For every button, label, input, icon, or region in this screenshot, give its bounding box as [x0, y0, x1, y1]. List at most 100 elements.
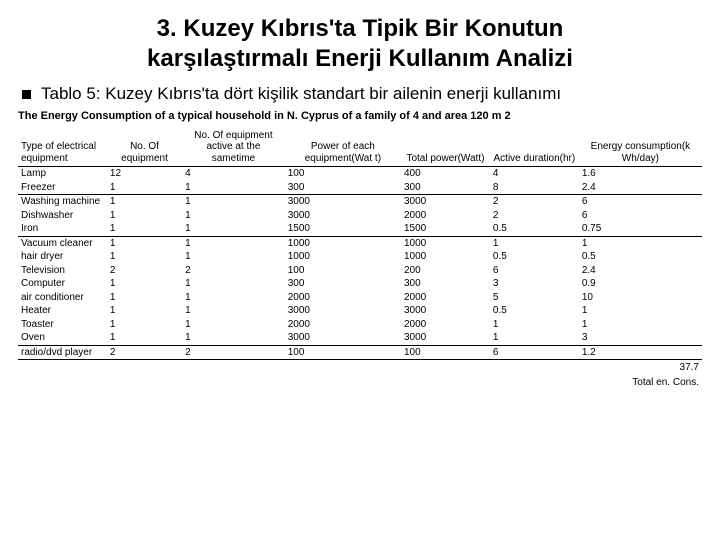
- table-cell: 8: [490, 181, 579, 195]
- caption-row: Tablo 5: Kuzey Kıbrıs'ta dört kişilik st…: [22, 84, 702, 104]
- table-cell: [182, 360, 285, 375]
- table-cell: 12: [107, 167, 182, 181]
- table-cell: 3: [490, 277, 579, 291]
- table-cell: 1: [579, 318, 702, 332]
- table-cell: Vacuum cleaner: [18, 236, 107, 250]
- table-cell: [182, 375, 285, 390]
- table-cell: [490, 360, 579, 375]
- table-cell: 1.6: [579, 167, 702, 181]
- table-cell: 1: [107, 250, 182, 264]
- table-row: Iron11150015000.50.75: [18, 222, 702, 236]
- table-cell: 1: [182, 277, 285, 291]
- table-row: Television2210020062.4: [18, 264, 702, 278]
- table-cell: 1: [182, 195, 285, 209]
- table-cell: 1: [107, 277, 182, 291]
- table-cell: Freezer: [18, 181, 107, 195]
- table-cell: 3000: [401, 331, 490, 345]
- table-cell: 1: [182, 250, 285, 264]
- table-cell: 1: [107, 209, 182, 223]
- total-label-row: Total en. Cons.: [18, 375, 702, 390]
- table-cell: 1: [182, 209, 285, 223]
- table-cell: Computer: [18, 277, 107, 291]
- table-row: Freezer1130030082.4: [18, 181, 702, 195]
- table-cell: 2000: [401, 209, 490, 223]
- table-cell: 3000: [285, 209, 401, 223]
- table-cell: 300: [285, 277, 401, 291]
- table-cell: 1: [182, 222, 285, 236]
- table-cell: 3000: [285, 195, 401, 209]
- total-value: 37.7: [579, 360, 702, 375]
- table-cell: 1: [490, 236, 579, 250]
- table-row: Lamp12410040041.6: [18, 167, 702, 181]
- table-cell: 1: [182, 236, 285, 250]
- table-cell: 1000: [285, 236, 401, 250]
- table-cell: 300: [401, 181, 490, 195]
- table-cell: 1: [579, 236, 702, 250]
- col-header: Energy consumption(k Wh/day): [579, 128, 702, 167]
- table-cell: Dishwasher: [18, 209, 107, 223]
- table-caption: Tablo 5: Kuzey Kıbrıs'ta dört kişilik st…: [41, 84, 561, 104]
- table-cell: 2.4: [579, 264, 702, 278]
- table-cell: [107, 360, 182, 375]
- col-header: Active duration(hr): [490, 128, 579, 167]
- table-cell: 2.4: [579, 181, 702, 195]
- table-cell: 1000: [401, 250, 490, 264]
- table-cell: [490, 375, 579, 390]
- table-cell: 1: [182, 331, 285, 345]
- table-cell: 1: [107, 304, 182, 318]
- table-cell: 1: [107, 195, 182, 209]
- table-cell: Iron: [18, 222, 107, 236]
- title-line-1: 3. Kuzey Kıbrıs'ta Tipik Bir Konutun: [157, 15, 564, 42]
- table-cell: 400: [401, 167, 490, 181]
- table-cell: Heater: [18, 304, 107, 318]
- table-cell: 4: [490, 167, 579, 181]
- table-cell: 2: [490, 195, 579, 209]
- col-header: Power of each equipment(Wat t): [285, 128, 401, 167]
- table-cell: 4: [182, 167, 285, 181]
- table-cell: [401, 360, 490, 375]
- table-cell: Television: [18, 264, 107, 278]
- table-cell: 0.5: [490, 222, 579, 236]
- table-cell: 6: [579, 195, 702, 209]
- table-cell: [285, 360, 401, 375]
- table-cell: 0.5: [490, 250, 579, 264]
- table-cell: 6: [490, 264, 579, 278]
- slide-title: 3. Kuzey Kıbrıs'ta Tipik Bir Konutun kar…: [18, 14, 702, 74]
- total-value-row: 37.7: [18, 360, 702, 375]
- table-body: Lamp12410040041.6Freezer1130030082.4Wash…: [18, 167, 702, 390]
- table-cell: Washing machine: [18, 195, 107, 209]
- table-row: radio/dvd player2210010061.2: [18, 345, 702, 360]
- table-row: Washing machine113000300026: [18, 195, 702, 209]
- table-row: Vacuum cleaner111000100011: [18, 236, 702, 250]
- table-title: The Energy Consumption of a typical hous…: [18, 110, 702, 124]
- table-cell: 3000: [285, 331, 401, 345]
- table-cell: 1: [182, 181, 285, 195]
- table-cell: 10: [579, 291, 702, 305]
- table-cell: 1: [107, 331, 182, 345]
- table-cell: [285, 375, 401, 390]
- table-cell: 3: [579, 331, 702, 345]
- table-cell: [401, 375, 490, 390]
- table-cell: 1: [182, 318, 285, 332]
- table-cell: 1.2: [579, 345, 702, 360]
- table-cell: air conditioner: [18, 291, 107, 305]
- table-cell: 1: [490, 331, 579, 345]
- table-cell: 100: [401, 345, 490, 360]
- table-cell: 1000: [285, 250, 401, 264]
- table-cell: 1: [182, 291, 285, 305]
- table-cell: 0.75: [579, 222, 702, 236]
- table-cell: 2: [182, 345, 285, 360]
- table-cell: 300: [285, 181, 401, 195]
- col-header: No. Of equipment: [107, 128, 182, 167]
- table-row: hair dryer11100010000.50.5: [18, 250, 702, 264]
- table-row: Heater11300030000.51: [18, 304, 702, 318]
- table-header-row: Type of electrical equipment No. Of equi…: [18, 128, 702, 167]
- table-cell: 1: [182, 304, 285, 318]
- table-cell: 100: [285, 264, 401, 278]
- table-row: air conditioner1120002000510: [18, 291, 702, 305]
- table-cell: 1: [490, 318, 579, 332]
- table-cell: 5: [490, 291, 579, 305]
- table-cell: 2000: [401, 318, 490, 332]
- table-cell: 1500: [401, 222, 490, 236]
- bullet-icon: [22, 90, 31, 99]
